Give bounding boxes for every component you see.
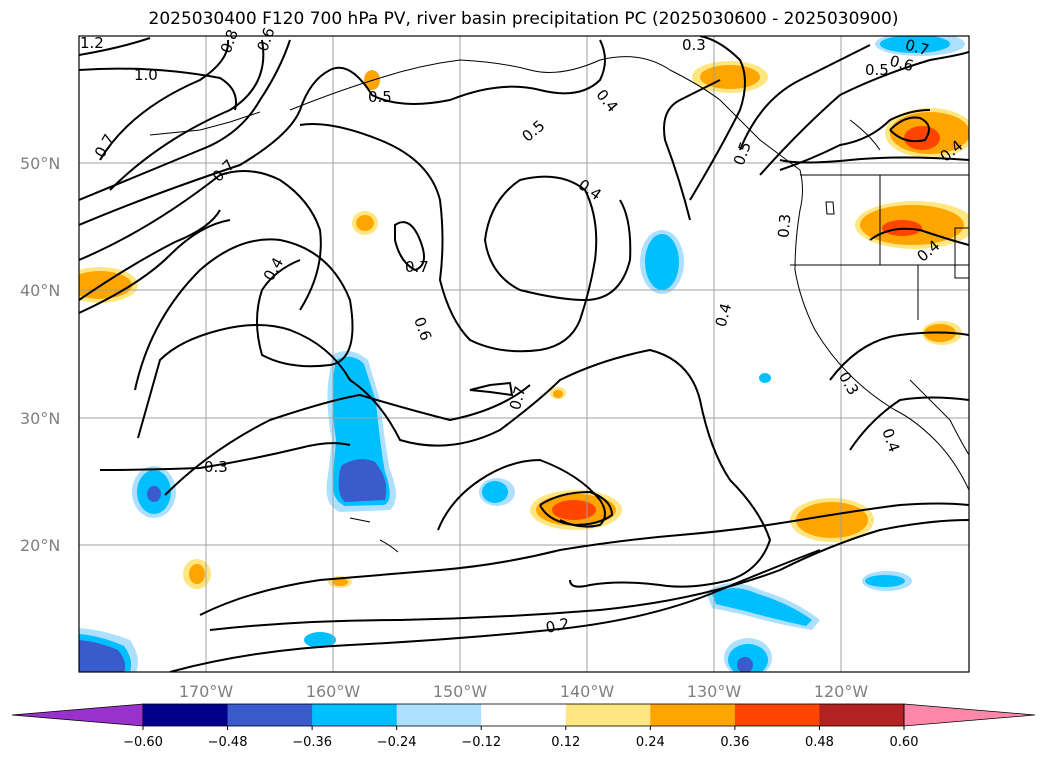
shade-negative [880,36,950,53]
contour-label: 0.3 [204,458,228,476]
shade-positive [553,390,563,398]
shade-positive [189,564,205,584]
contour-label: 0.7 [405,258,429,276]
lon-label: 140°W [560,682,615,701]
map-title: 2025030400 F120 700 hPa PV, river basin … [148,9,899,29]
lon-label: 160°W [306,682,361,701]
contour-label: 0.6 [888,52,916,76]
colorbar-swatch [396,704,482,726]
colorbar-tick-label: −0.36 [292,735,332,750]
shade-negative [737,657,753,672]
shade-negative [759,373,771,383]
colorbar-tick-label: −0.60 [123,735,163,750]
colorbar-swatch [565,704,651,726]
shade-negative [645,234,679,290]
graticule [79,36,969,672]
precip-shading [79,36,969,672]
colorbar-swatch [227,704,313,726]
colorbar-tick-label: −0.48 [208,735,248,750]
colorbar-tick-label: 0.48 [805,735,834,750]
colorbar-swatch [734,704,820,726]
shade-positive [356,215,374,231]
contour-label: 1.0 [134,66,158,84]
contour-label: 0.7 [903,36,931,60]
colorbar-tick-label: 0.24 [636,735,665,750]
colorbar: −0.60 −0.48 −0.36 −0.24 −0.12 0.12 0.24 0.36 0.4… [11,703,1036,750]
colorbar-tick-label: 0.12 [551,735,580,750]
colorbar-tick-label: 0.60 [890,735,919,750]
shade-negative [482,481,508,503]
shade-negative [712,588,812,626]
latitude-labels: 50°N 40°N 30°N 20°N [20,154,60,555]
shade-positive [796,502,868,538]
colorbar-swatch [481,704,567,726]
map-background [79,36,969,672]
lat-label: 40°N [20,281,60,300]
shade-negative [304,632,336,648]
lat-label: 20°N [20,536,60,555]
lon-label: 150°W [433,682,488,701]
contour-label: 0.4 [712,301,736,329]
colorbar-extend-low [11,703,144,727]
lat-label: 50°N [20,154,60,173]
pv-contours [79,36,969,672]
contour-label: 0.5 [865,61,889,79]
lon-label: 130°W [687,682,742,701]
lat-label: 30°N [20,409,60,428]
contour-label: 0.5 [368,88,392,106]
lon-label: 120°W [814,682,869,701]
shade-negative [147,486,161,502]
colorbar-swatch [143,704,229,726]
shade-positive [332,578,348,586]
lon-label: 170°W [179,682,234,701]
colorbar-tick-label: −0.24 [377,735,417,750]
shade-negative [338,459,387,502]
colorbar-tick-label: −0.12 [461,735,501,750]
colorbar-swatch [312,704,398,726]
colorbar-outline [142,703,905,727]
colorbar-extend-high [903,703,1036,727]
shade-positive [904,126,940,150]
shade-negative [79,640,126,672]
shade-positive [552,500,596,520]
contour-label: 0.2 [544,614,571,637]
coastlines [149,56,969,553]
contour-label: 0.3 [682,36,706,54]
map-frame [78,35,970,673]
contour-label: 1.2 [80,34,104,52]
contour-label: 0.3 [774,213,794,238]
shade-negative [865,575,905,587]
longitude-labels: 170°W 160°W 150°W 140°W 130°W 120°W [179,682,869,701]
colorbar-swatch [819,704,905,726]
contour-label: 0.7 [506,384,530,412]
colorbar-tick-label: 0.36 [720,735,749,750]
colorbar-swatch [650,704,736,726]
